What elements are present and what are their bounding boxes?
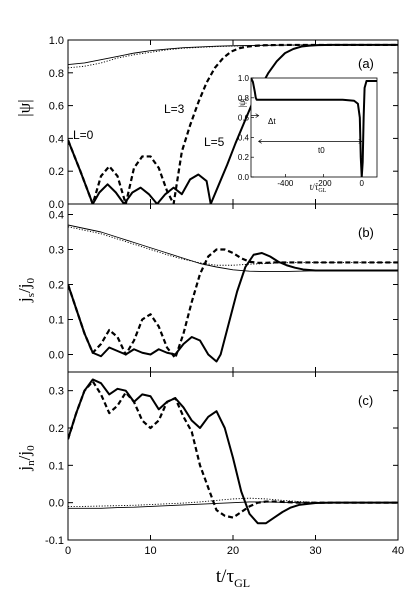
ylabel-a: |ψ|: [15, 99, 34, 116]
panel-a-ytick-label: 0.6: [49, 101, 64, 113]
panel-c-ytick-label: 0.3: [49, 386, 64, 398]
annotation-l3: L=3: [164, 102, 185, 116]
inset-xlabel-sub: GL: [318, 188, 326, 194]
ylabel-c-tail: /j: [15, 451, 34, 460]
ylabel-b-sub: s: [25, 293, 37, 297]
panel-a: 0.0 0.2 0.4 0.6 0.8 1.0 0.0 0.2 0.4 0.6 0.8 1.0 -400…: [49, 35, 399, 211]
panel-c-series-line: [68, 501, 398, 509]
panel-c: -0.1 0.0 0.1 0.2 0.3 0 10 20 30 40: [45, 371, 404, 557]
inset: 0.0 0.2 0.4 0.6 0.8 1.0 -400 -200 0: [238, 74, 378, 188]
panel-c-series: [68, 378, 398, 525]
xtick-label: 20: [227, 545, 239, 557]
inset-annotation-dt: Δt: [268, 117, 276, 126]
ylabel-b-tail-sub: 0: [25, 278, 37, 284]
panel-c-series-line: [68, 380, 398, 519]
panel-b-series-line: [68, 252, 398, 363]
inset-ytick-label: 0.2: [238, 153, 250, 162]
inset-dt-arrowhead: [255, 113, 260, 118]
xtick-label: 0: [65, 545, 71, 557]
panel-b-ytick-label: 0.3: [49, 245, 64, 257]
panel-a-series: [68, 43, 398, 204]
panel-label-b: (b): [358, 225, 374, 240]
inset-ytick-label: 0.4: [238, 133, 250, 142]
panel-b-ytick-label: 0.0: [49, 350, 64, 362]
inset-xtick-label: -400: [277, 179, 294, 188]
panel-a-ytick-label: 1.0: [49, 35, 64, 47]
inset-t0-arrowhead-left: [258, 139, 262, 144]
panel-b-ytick-label: 0.2: [49, 280, 64, 292]
panel-b-series: [68, 224, 398, 363]
inset-series: [251, 78, 377, 177]
inset-xtick-label: 0: [360, 179, 365, 188]
ylabel-b: js/j0: [15, 278, 37, 303]
panel-c-ytick-label: -0.1: [45, 535, 64, 547]
panel-c-ytick-label: 0.2: [49, 423, 64, 435]
ylabel-c-tail-sub: 0: [25, 445, 37, 451]
panel-b-series-line: [68, 226, 398, 266]
panel-c-series-line: [68, 378, 398, 525]
panel-b: 0.0 0.1 0.2 0.3 0.4: [49, 203, 399, 373]
inset-xlabel: t/τGL: [310, 182, 327, 194]
panel-a-series-line: [68, 44, 398, 66]
xlabel-main: t/τ: [216, 566, 235, 587]
ylabel-c-main: j: [15, 466, 34, 472]
svg-text:js/j0: js/j0: [15, 278, 37, 303]
annotation-l5: L=5: [204, 135, 225, 149]
panel-c-ytick-label: 0.0: [49, 498, 64, 510]
panel-a-ytick-label: 0.4: [49, 133, 64, 145]
panel-b-ytick-label: 0.4: [49, 210, 64, 222]
panel-a-ytick-label: 0.2: [49, 166, 64, 178]
panel-b-series-line: [68, 224, 398, 272]
panel-a-series-line: [68, 43, 398, 204]
xtick-label: 30: [309, 545, 321, 557]
inset-ylabel: |ψ|: [237, 98, 247, 107]
panel-label-a: (a): [358, 56, 374, 71]
inset-annotation-t0: t0: [318, 146, 325, 155]
ylabel-b-tail: /j: [15, 284, 34, 293]
panel-c-series-line: [68, 497, 398, 507]
svg-text:jn/j0: jn/j0: [15, 445, 37, 472]
panel-c-ytick-label: 0.1: [49, 460, 64, 472]
inset-ytick-label: 0.0: [238, 173, 250, 182]
panel-a-series-line: [68, 43, 398, 204]
annotation-l0: L=0: [73, 128, 94, 142]
inset-frame: [250, 77, 378, 178]
inset-ytick-label: 0.6: [238, 114, 250, 123]
inset-xtick-label: -200: [316, 179, 333, 188]
panel-b-ytick-label: 0.1: [49, 315, 64, 327]
panels: 0.0 0.2 0.4 0.6 0.8 1.0 0.0 0.2 0.4 0.6 0.8 1.0 -400…: [45, 35, 404, 557]
ylabel-b-main: j: [15, 297, 34, 303]
panel-a-ytick-label: 0.0: [49, 199, 64, 211]
inset-t0-arrowhead-right: [358, 139, 363, 144]
inset-xlabel-main: t/τ: [310, 182, 319, 192]
xtick-label: 10: [144, 545, 156, 557]
inset-ytick-label: 0.8: [238, 94, 250, 103]
panel-a-ytick-label: 0.8: [49, 68, 64, 80]
xlabel-sub: GL: [234, 576, 250, 590]
panel-label-c: (c): [358, 393, 373, 408]
inset-series-line: [251, 78, 377, 177]
ylabel-c: jn/j0: [15, 445, 37, 472]
xlabel: t/τGL: [216, 566, 250, 590]
panel-b-frame: [67, 203, 399, 373]
xtick-label: 40: [392, 545, 404, 557]
inset-ytick-label: 1.0: [238, 74, 250, 83]
ylabel-c-sub: n: [25, 460, 37, 466]
